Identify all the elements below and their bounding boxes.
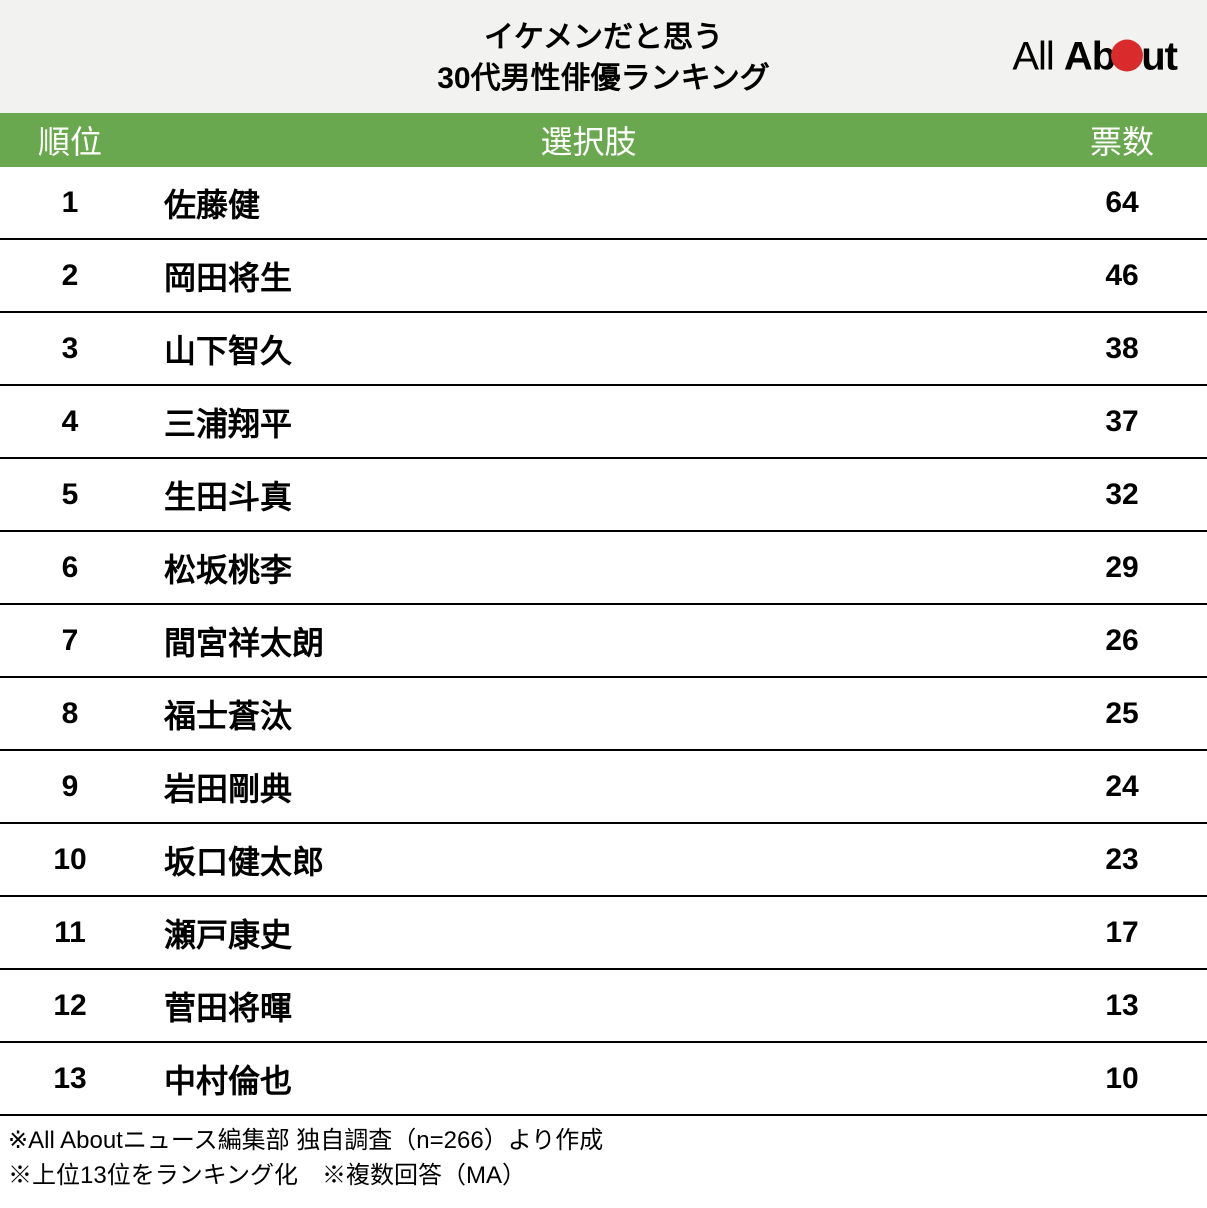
cell-votes: 38 <box>1037 332 1207 366</box>
table-row: 2岡田将生46 <box>0 240 1207 313</box>
cell-rank: 11 <box>0 916 140 950</box>
cell-votes: 64 <box>1037 186 1207 220</box>
table-row: 5生田斗真32 <box>0 459 1207 532</box>
table-row: 13中村倫也10 <box>0 1043 1207 1116</box>
table-row: 11瀬戸康史17 <box>0 897 1207 970</box>
cell-votes: 24 <box>1037 770 1207 804</box>
logo-text-all: All <box>1012 34 1053 78</box>
cell-rank: 13 <box>0 1062 140 1096</box>
table-row: 1佐藤健64 <box>0 167 1207 240</box>
table-row: 6松坂桃李29 <box>0 532 1207 605</box>
cell-rank: 9 <box>0 770 140 804</box>
logo-text-ab: Ab <box>1064 34 1115 78</box>
allabout-logo: All Abut <box>1012 34 1177 79</box>
header-area: イケメンだと思う 30代男性俳優ランキング All Abut <box>0 0 1207 113</box>
cell-name: 松坂桃李 <box>140 545 1037 591</box>
cell-rank: 7 <box>0 624 140 658</box>
cell-rank: 5 <box>0 478 140 512</box>
cell-votes: 25 <box>1037 697 1207 731</box>
footer-line-2: ※上位13位をランキング化 ※複数回答（MA） <box>8 1159 1199 1194</box>
cell-votes: 37 <box>1037 405 1207 439</box>
cell-rank: 3 <box>0 332 140 366</box>
cell-name: 生田斗真 <box>140 472 1037 518</box>
col-header-votes: 票数 <box>1037 117 1207 163</box>
cell-votes: 23 <box>1037 843 1207 877</box>
cell-rank: 12 <box>0 989 140 1023</box>
footer-notes: ※All Aboutニュース編集部 独自調査（n=266）より作成 ※上位13位… <box>0 1116 1207 1208</box>
cell-name: 中村倫也 <box>140 1056 1037 1102</box>
logo-text-ut: ut <box>1141 34 1177 78</box>
col-header-name: 選択肢 <box>140 117 1037 163</box>
cell-name: 山下智久 <box>140 326 1037 372</box>
cell-votes: 29 <box>1037 551 1207 585</box>
table-row: 12菅田将暉13 <box>0 970 1207 1043</box>
cell-name: 菅田将暉 <box>140 983 1037 1029</box>
cell-name: 岩田剛典 <box>140 764 1037 810</box>
col-header-rank: 順位 <box>0 117 140 163</box>
cell-name: 岡田将生 <box>140 253 1037 299</box>
table-row: 3山下智久38 <box>0 313 1207 386</box>
cell-name: 瀬戸康史 <box>140 910 1037 956</box>
table-body: 1佐藤健642岡田将生463山下智久384三浦翔平375生田斗真326松坂桃李2… <box>0 167 1207 1116</box>
cell-name: 三浦翔平 <box>140 399 1037 445</box>
cell-name: 福士蒼汰 <box>140 691 1037 737</box>
cell-rank: 2 <box>0 259 140 293</box>
table-row: 8福士蒼汰25 <box>0 678 1207 751</box>
cell-votes: 10 <box>1037 1062 1207 1096</box>
cell-name: 佐藤健 <box>140 180 1037 226</box>
cell-rank: 6 <box>0 551 140 585</box>
cell-votes: 46 <box>1037 259 1207 293</box>
cell-votes: 17 <box>1037 916 1207 950</box>
cell-rank: 8 <box>0 697 140 731</box>
cell-rank: 1 <box>0 186 140 220</box>
cell-name: 間宮祥太朗 <box>140 618 1037 664</box>
table-row: 9岩田剛典24 <box>0 751 1207 824</box>
table-row: 10坂口健太郎23 <box>0 824 1207 897</box>
ranking-container: イケメンだと思う 30代男性俳優ランキング All Abut 順位 選択肢 票数… <box>0 0 1207 1208</box>
table-header-row: 順位 選択肢 票数 <box>0 113 1207 167</box>
logo-dot-icon <box>1111 39 1143 71</box>
cell-votes: 32 <box>1037 478 1207 512</box>
cell-rank: 10 <box>0 843 140 877</box>
cell-votes: 13 <box>1037 989 1207 1023</box>
table-row: 4三浦翔平37 <box>0 386 1207 459</box>
cell-name: 坂口健太郎 <box>140 837 1037 883</box>
cell-votes: 26 <box>1037 624 1207 658</box>
table-row: 7間宮祥太朗26 <box>0 605 1207 678</box>
footer-line-1: ※All Aboutニュース編集部 独自調査（n=266）より作成 <box>8 1124 1199 1159</box>
cell-rank: 4 <box>0 405 140 439</box>
